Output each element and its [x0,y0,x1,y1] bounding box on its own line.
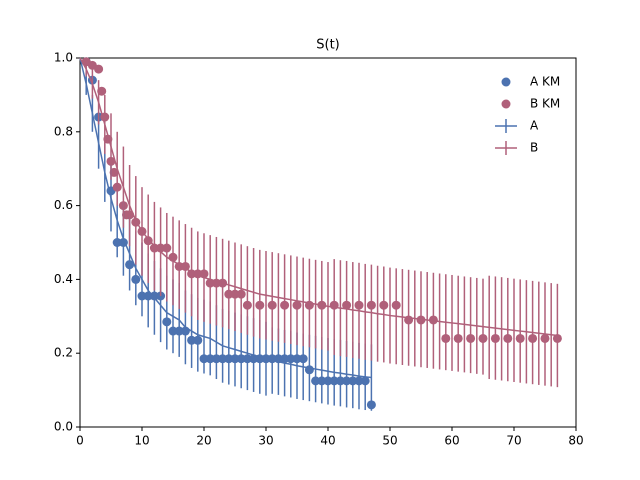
km-point [97,86,107,96]
km-point [109,167,119,177]
legend-marker [501,99,511,109]
chart-title: S(t) [316,38,340,53]
x-tick-label: 50 [382,434,397,448]
x-tick-label: 80 [568,434,583,448]
legend-marker [501,77,511,87]
x-tick-label: 10 [134,434,149,448]
x-tick-label: 30 [258,434,273,448]
y-tick-label: 0.0 [54,420,73,434]
x-tick-label: 60 [444,434,459,448]
y-tick-label: 0.2 [54,346,73,360]
fit-line [79,57,372,379]
x-tick-label: 70 [506,434,521,448]
y-tick-label: 0.8 [54,124,73,138]
legend-label: B [530,141,538,155]
fit-line [79,57,558,337]
x-tick-label: 40 [320,434,335,448]
y-tick-label: 1.0 [54,51,73,65]
y-tick-label: 0.6 [54,198,73,212]
x-tick-label: 20 [196,434,211,448]
legend-label: B KM [530,97,560,111]
x-tick-label: 0 [76,434,84,448]
km-point [94,64,104,74]
legend-label: A KM [530,75,560,89]
legend-label: A [530,119,539,133]
y-tick-label: 0.4 [54,272,73,286]
